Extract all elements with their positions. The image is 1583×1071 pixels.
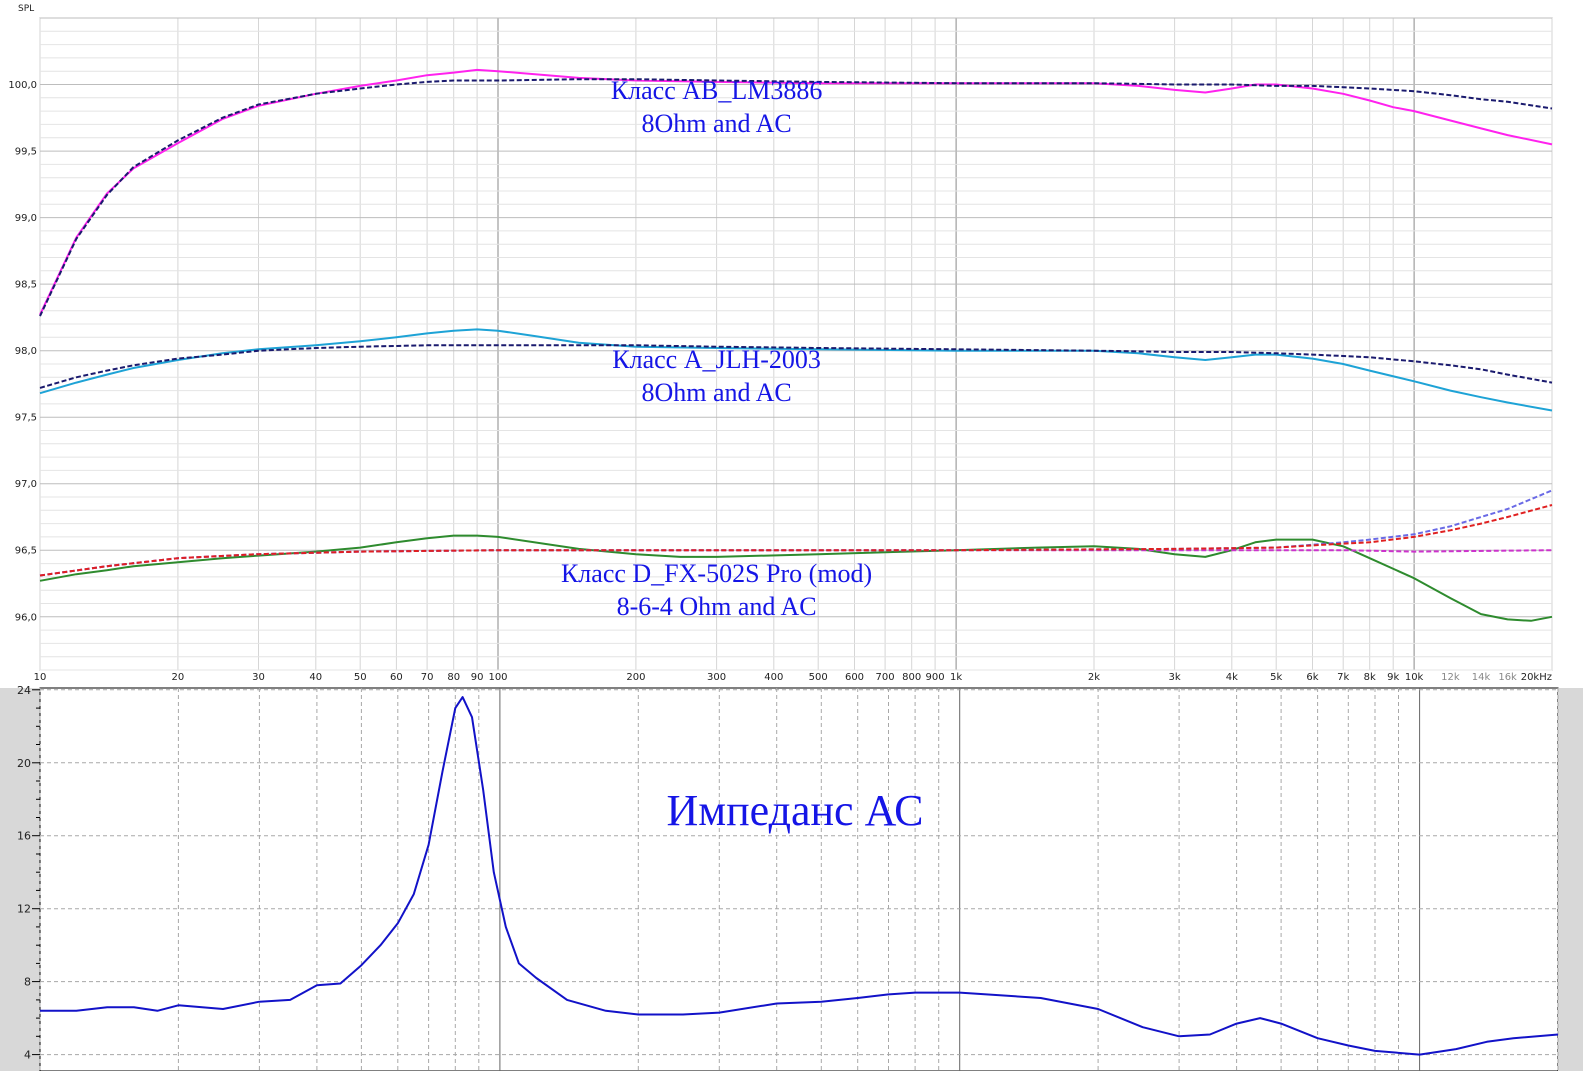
spl-y-tick-label: 99,0	[15, 213, 37, 224]
spl-x-tick-label: 6k	[1306, 672, 1318, 683]
impedance-y-ticks: 24 20 16 12 8 4	[17, 684, 40, 1062]
spl-y-tick-label: 97,5	[15, 413, 37, 424]
spl-axis-label: SPL	[18, 4, 34, 14]
spl-x-tick-label: 90	[471, 672, 484, 683]
impedance-left-margin	[0, 688, 40, 1071]
spl-x-tick-label: 100	[488, 672, 507, 683]
spl-x-tick-label: 5k	[1270, 672, 1282, 683]
spl-x-tick-label: 3k	[1169, 672, 1181, 683]
spl-x-tick-label: 8k	[1364, 672, 1376, 683]
spl-annotation-3-line-2: 8-6-4 Ohm and AC	[617, 592, 817, 621]
spl-y-ticks: 100,0 99,5 99,0 98,5 98,0 97,5 97,0 96,5 96,0	[8, 80, 37, 623]
spl-x-tick-label: 60	[390, 672, 403, 683]
spl-y-tick-label: 98,0	[15, 346, 37, 357]
spl-y-tick-label: 96,0	[15, 612, 37, 623]
impedance-chart: 24 20 16 12 8 4 Импеданс АС	[0, 684, 1583, 1071]
spl-annotation-1-line-2: 8Ohm and AC	[641, 109, 791, 138]
spl-series-line-2	[39, 78, 1553, 317]
spl-x-tick-label: 9k	[1387, 672, 1399, 683]
spl-plot-area	[39, 17, 1553, 671]
spl-x-tick-label: 600	[845, 672, 864, 683]
spl-x-tick-label: 16k	[1498, 672, 1517, 683]
spl-annotation-1-line-1: Класс AB_LM3886	[611, 76, 823, 105]
spl-series-line-5	[39, 534, 1553, 622]
spl-x-tick-label: 200	[626, 672, 645, 683]
spl-x-tick-label: 12k	[1441, 672, 1460, 683]
spl-x-tick-label: 20kHz	[1521, 672, 1552, 683]
impedance-y-tick-label: 8	[24, 976, 31, 989]
spl-x-tick-label: 1k	[950, 672, 962, 683]
spl-grid	[39, 17, 1553, 671]
impedance-series-line-1	[40, 696, 1559, 1056]
spl-x-tick-label: 700	[876, 672, 895, 683]
spl-x-tick-label: 40	[309, 672, 322, 683]
impedance-y-tick-label: 24	[17, 684, 31, 697]
spl-annotation-2-line-2: 8Ohm and AC	[641, 378, 791, 407]
spl-x-tick-label: 30	[252, 672, 265, 683]
spl-annotations: Класс AB_LM3886 8Ohm and AC Класс A_JLH-20…	[561, 76, 872, 621]
impedance-y-tick-label: 20	[17, 757, 31, 770]
impedance-title: Импеданс АС	[666, 786, 923, 835]
spl-series-line-6	[39, 549, 1553, 577]
spl-y-tick-label: 99,5	[15, 147, 37, 158]
spl-x-tick-label: 80	[447, 672, 460, 683]
impedance-grid	[39, 688, 1559, 1071]
spl-series-line-4	[39, 344, 1553, 389]
spl-y-tick-label: 97,0	[15, 479, 37, 490]
impedance-plot-area	[39, 687, 1559, 1071]
spl-x-tick-label: 800	[902, 672, 921, 683]
spl-x-tick-label: 2k	[1088, 672, 1100, 683]
spl-annotation-3-line-1: Класс D_FX-502S Pro (mod)	[561, 559, 872, 588]
spl-series-line-1	[39, 68, 1553, 316]
spl-series-group	[39, 68, 1553, 622]
impedance-right-edge	[1558, 688, 1583, 1071]
spl-x-tick-label: 10	[34, 672, 47, 683]
spl-x-tick-label: 20	[172, 672, 185, 683]
spl-x-tick-label: 7k	[1337, 672, 1349, 683]
spl-y-tick-label: 96,5	[15, 546, 37, 557]
spl-series-line-8	[39, 504, 1553, 577]
spl-x-tick-label: 10k	[1405, 672, 1424, 683]
spl-x-tick-label: 4k	[1226, 672, 1238, 683]
spl-y-tick-label: 100,0	[8, 80, 37, 91]
spl-series-line-3	[39, 328, 1553, 412]
spl-x-tick-label: 70	[421, 672, 434, 683]
spl-x-tick-label: 300	[707, 672, 726, 683]
impedance-y-tick-label: 12	[17, 903, 31, 916]
impedance-y-tick-label: 16	[17, 830, 31, 843]
spl-chart: 100,0 99,5 99,0 98,5 98,0 97,5 97,0 96,5 96,0 10…	[8, 4, 1553, 683]
spl-annotation-2-line-1: Класс A_JLH-2003	[612, 345, 821, 374]
spl-x-tick-label: 400	[764, 672, 783, 683]
spl-x-tick-label: 500	[809, 672, 828, 683]
spl-y-tick-label: 98,5	[15, 280, 37, 291]
impedance-y-tick-label: 4	[24, 1049, 31, 1062]
spl-x-tick-label: 14k	[1472, 672, 1491, 683]
spl-x-tick-label: 900	[926, 672, 945, 683]
spl-x-ticks: 10 20 30 40 50 60 70 80 90 100 200 300 400 500 600 700 8…	[34, 672, 1552, 683]
impedance-series-group	[40, 696, 1559, 1056]
spl-x-tick-label: 50	[354, 672, 367, 683]
